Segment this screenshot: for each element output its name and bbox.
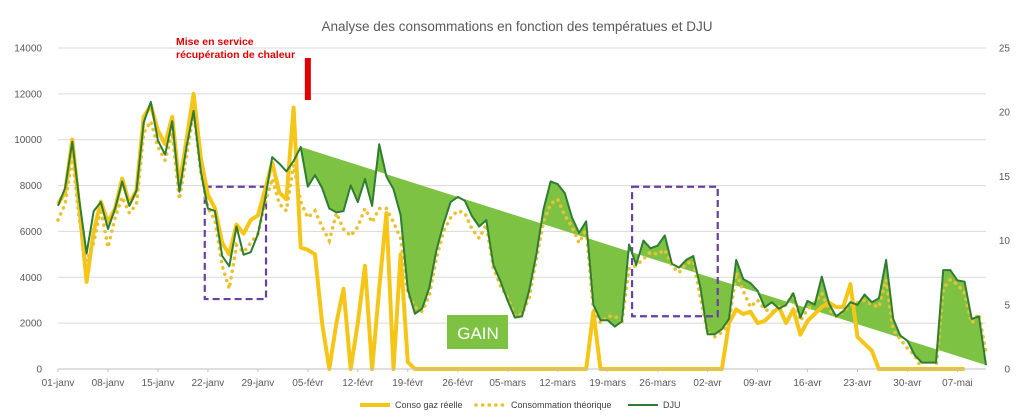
x-tick-label: 05-févr (292, 378, 324, 389)
gridlines (58, 47, 986, 370)
gain-label: GAIN (457, 324, 499, 343)
gain-label-box (447, 315, 508, 349)
y2-tick-label: 10 (999, 236, 1011, 247)
x-tick-label: 05-mars (489, 378, 526, 389)
x-tick-label: 07-mai (942, 378, 973, 389)
x-tick-label: 02-avr (693, 378, 722, 389)
x-tick-label: 12-févr (342, 378, 374, 389)
axes: 0 2000 4000 6000 8000 10000 12000 14000 0 5 10 15 20… (14, 44, 1010, 390)
x-tick-label: 29-janv (241, 378, 274, 389)
y2-tick-label: 20 (999, 108, 1011, 119)
legend-label: Conso gaz réelle (395, 400, 463, 410)
gain-area (300, 144, 986, 366)
x-tick-label: 08-janv (92, 378, 125, 389)
x-tick-label: 26-févr (442, 378, 474, 389)
y2-tick-label: 5 (1004, 300, 1010, 311)
x-tick-label: 26-mars (639, 378, 676, 389)
chart-title: Analyse des consommations en fonction de… (322, 19, 713, 34)
x-tick-label: 01-janv (42, 378, 75, 389)
x-tick-label: 19-mars (589, 378, 626, 389)
y-tick-label: 8000 (20, 181, 43, 192)
x-tick-label: 22-janv (192, 378, 225, 389)
legend-label: DJU (663, 400, 681, 410)
y-tick-label: 0 (36, 365, 42, 376)
x-tick-label: 19-févr (392, 378, 424, 389)
legend: Conso gaz réelle Consommation théorique DJ… (360, 400, 681, 410)
annotation-recuperation-chaleur: récupération de chaleur (176, 49, 295, 61)
commissioning-marker (304, 58, 311, 100)
annotation-mise-en-service: Mise en service (176, 36, 254, 48)
legend-label: Consommation théorique (511, 400, 612, 410)
y-tick-label: 6000 (20, 227, 43, 238)
y-tick-label: 4000 (20, 273, 43, 284)
x-tick-label: 12-mars (539, 378, 576, 389)
y-tick-label: 12000 (14, 89, 42, 100)
series-line-dju (57, 100, 987, 366)
gain-area-fill (300, 144, 986, 366)
commissioning-bar (304, 58, 311, 100)
y2-tick-label: 25 (999, 44, 1011, 55)
x-tick-label: 23-avr (843, 378, 872, 389)
x-tick-label: 09-avr (743, 378, 772, 389)
y-tick-label: 14000 (14, 44, 42, 55)
y-tick-label: 10000 (14, 135, 42, 146)
x-tick-label: 15-janv (142, 378, 175, 389)
y2-tick-label: 0 (1004, 365, 1010, 376)
x-tick-label: 30-avr (893, 378, 922, 389)
y-tick-label: 2000 (20, 319, 43, 330)
highlight-box (203, 185, 268, 301)
y2-tick-label: 15 (999, 172, 1011, 183)
x-tick-label: 16-avr (793, 378, 822, 389)
